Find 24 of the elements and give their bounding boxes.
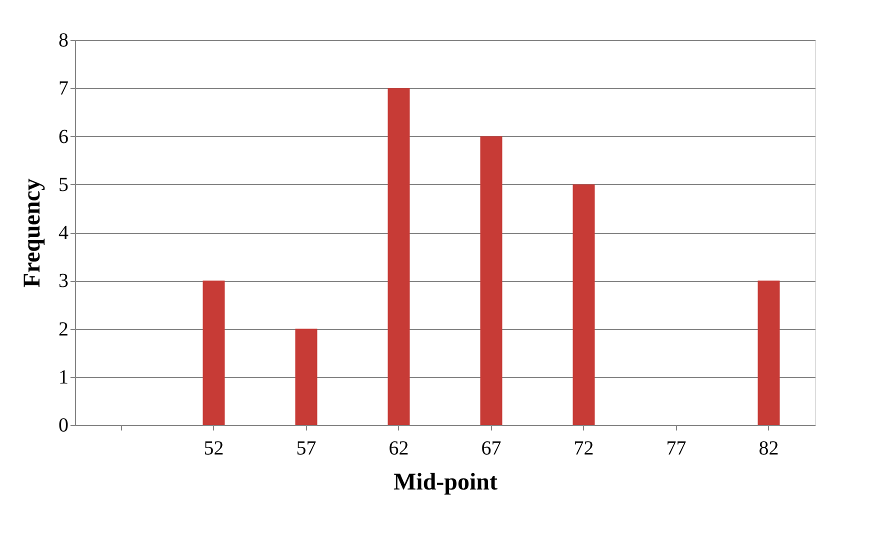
y-axis-title: Frequency [20, 178, 46, 288]
y-tick-label: 2 [58, 318, 68, 340]
bar [388, 88, 410, 425]
x-tick-label: 57 [296, 438, 316, 460]
bar [202, 280, 225, 425]
y-tick-label: 7 [58, 78, 68, 100]
x-tick-label: 77 [666, 438, 686, 460]
y-tick-label: 8 [58, 30, 68, 52]
y-tick-label: 5 [58, 174, 68, 196]
x-tick-label: 72 [574, 438, 594, 460]
x-axis-title: Mid-point [393, 470, 498, 496]
bar [480, 136, 502, 425]
bar [295, 328, 318, 425]
y-tick-label: 6 [58, 126, 68, 148]
y-tick-label: 0 [58, 414, 68, 436]
y-tick-label: 1 [58, 366, 68, 388]
bar [572, 184, 595, 425]
x-tick-label: 52 [204, 438, 224, 460]
y-tick-label: 4 [58, 222, 68, 244]
y-tick-label: 3 [58, 270, 68, 292]
x-tick-label: 62 [388, 438, 409, 460]
bar [758, 280, 780, 425]
x-tick-label: 67 [481, 438, 502, 460]
x-tick-label: 82 [758, 438, 779, 460]
